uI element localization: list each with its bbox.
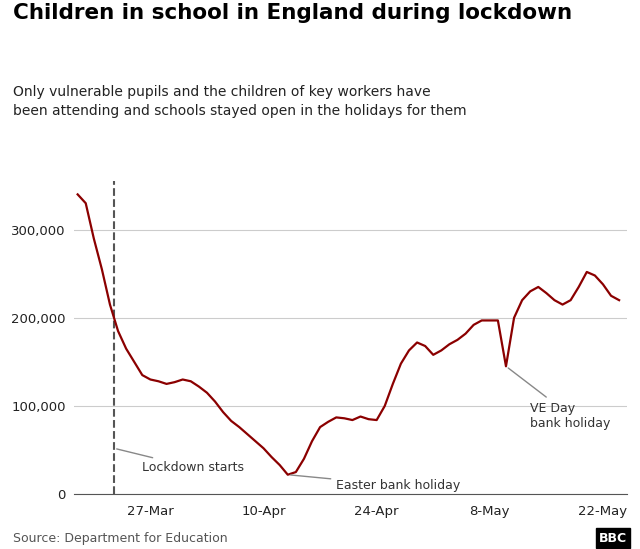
Text: Lockdown starts: Lockdown starts: [116, 449, 244, 474]
Text: Only vulnerable pupils and the children of key workers have
been attending and s: Only vulnerable pupils and the children …: [13, 85, 467, 118]
Text: Children in school in England during lockdown: Children in school in England during loc…: [13, 3, 572, 23]
Text: BBC: BBC: [599, 531, 627, 545]
Text: Source: Department for Education: Source: Department for Education: [13, 531, 227, 545]
Text: Easter bank holiday: Easter bank holiday: [291, 475, 461, 492]
Text: VE Day
bank holiday: VE Day bank holiday: [508, 368, 611, 429]
